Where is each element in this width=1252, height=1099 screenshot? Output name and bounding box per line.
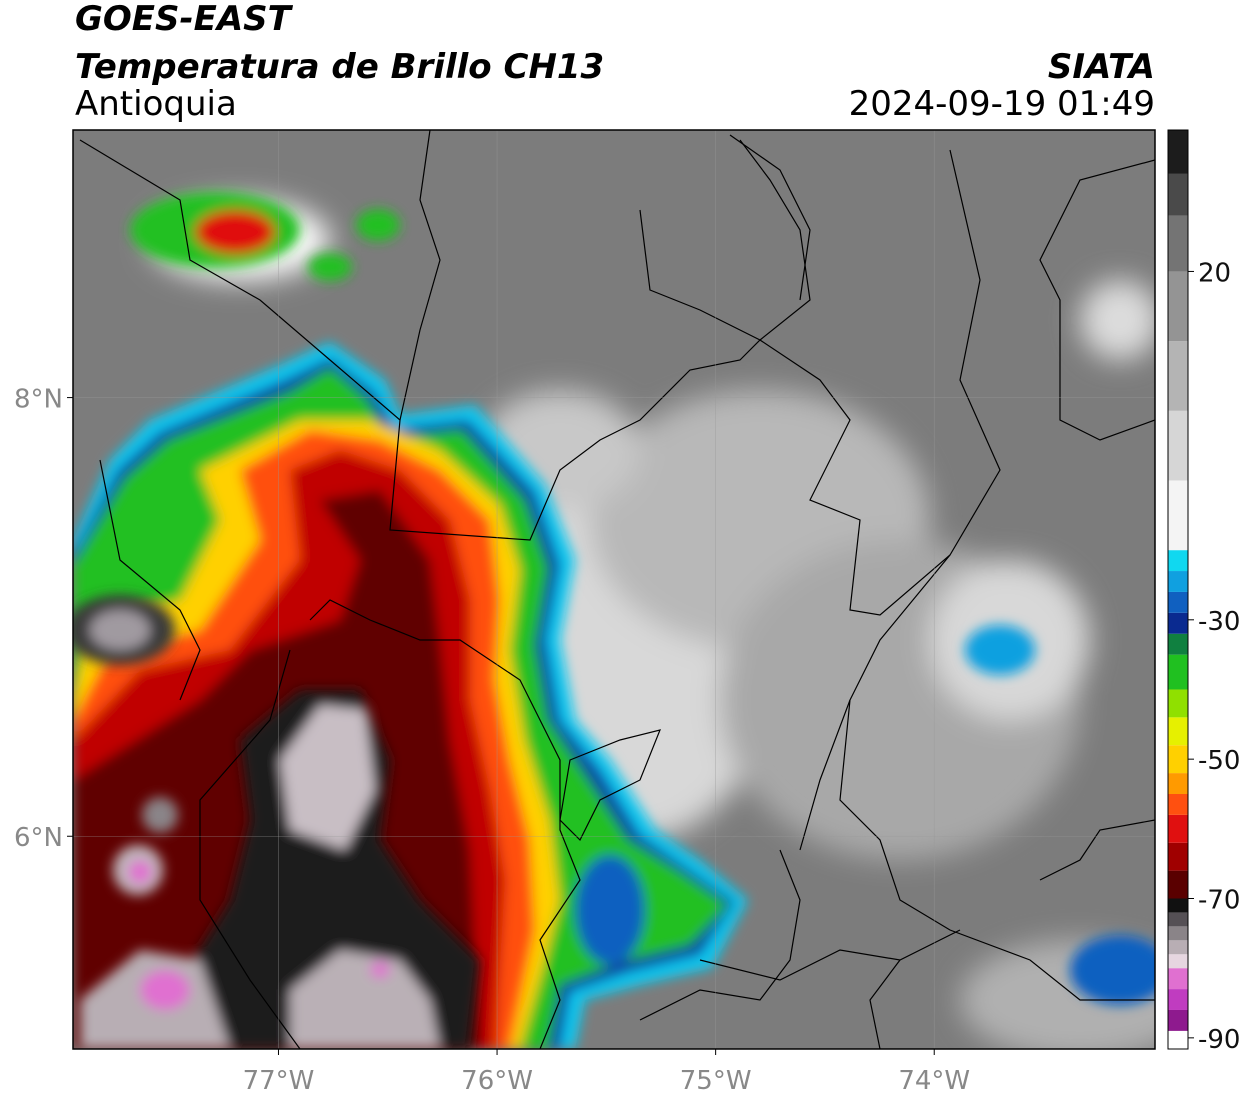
colorbar-tick-label: 20 xyxy=(1198,258,1231,288)
cold-tops xyxy=(73,595,480,1049)
colorbar-tick-label: -30 xyxy=(1198,607,1240,637)
timestamp: 2024-09-19 01:49 xyxy=(849,84,1155,124)
colorbar-tick-label: -90 xyxy=(1198,1025,1240,1055)
colorbar-band xyxy=(1168,550,1188,572)
colorbar-tick-label: -70 xyxy=(1198,886,1240,916)
colorbar-band xyxy=(1168,912,1188,927)
colorbar-frame xyxy=(1167,129,1189,1050)
grid: 77°W 76°W 75°W 74°W 8°N 6°N xyxy=(14,130,1155,1096)
colorbar-tick-label: -50 xyxy=(1198,746,1240,776)
map-frame xyxy=(72,129,1156,1050)
colorbar-band xyxy=(1168,480,1188,551)
x-tick-label: 74°W xyxy=(898,1066,970,1096)
colorbar-band xyxy=(1168,1030,1188,1049)
colorbar-band xyxy=(1168,842,1188,871)
colorbar-band xyxy=(1168,814,1188,843)
colorbar-band xyxy=(1168,954,1188,969)
colorbar: 20 -30 -50 -70 -90 xyxy=(1168,130,1240,1055)
colorbar-band xyxy=(1168,870,1188,899)
colorbar-band xyxy=(1168,571,1188,592)
x-tick-label: 76°W xyxy=(461,1066,533,1096)
region: Antioquia xyxy=(75,84,237,124)
colorbar-band xyxy=(1168,989,1188,1010)
borders xyxy=(79,130,1155,1049)
colorbar-band xyxy=(1168,717,1188,746)
x-tick-label: 75°W xyxy=(680,1066,752,1096)
colorbar-band xyxy=(1168,1009,1188,1031)
y-tick-label: 6°N xyxy=(14,823,63,853)
colorbar-band xyxy=(1168,926,1188,941)
subtitle: Temperatura de Brillo CH13 xyxy=(75,47,604,87)
colorbar-band xyxy=(1168,745,1188,774)
colorbar-band xyxy=(1168,940,1188,955)
colorbar-band xyxy=(1168,633,1188,655)
colorbar-band xyxy=(1168,591,1188,613)
colorbar-band xyxy=(1168,689,1188,718)
source: SIATA xyxy=(1048,47,1155,87)
colorbar-band xyxy=(1168,793,1188,815)
colorbar-band xyxy=(1168,173,1188,216)
colorbar-band xyxy=(1168,130,1188,174)
y-tick-label: 8°N xyxy=(14,385,63,415)
map-image xyxy=(73,130,1155,1049)
x-tick-label: 77°W xyxy=(243,1066,315,1096)
colorbar-band xyxy=(1168,773,1188,794)
colorbar-band xyxy=(1168,612,1188,634)
colorbar-band xyxy=(1168,410,1188,481)
colorbar-band xyxy=(1168,898,1188,913)
colorbar-band xyxy=(1168,271,1188,342)
colorbar-band xyxy=(1168,968,1188,990)
colorbar-band xyxy=(1168,341,1188,411)
colorbar-band xyxy=(1168,654,1188,690)
colorbar-band xyxy=(1168,215,1188,272)
title: GOES-EAST xyxy=(75,0,294,39)
